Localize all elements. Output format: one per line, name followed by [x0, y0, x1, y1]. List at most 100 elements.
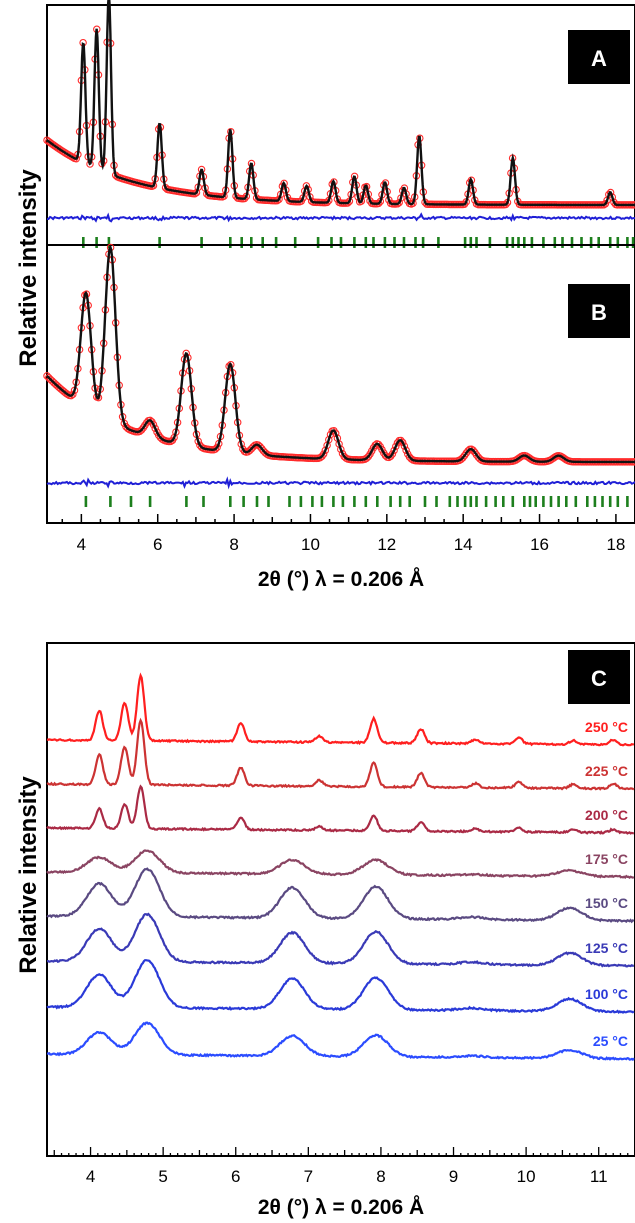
panel-b-reflection-tick: [557, 496, 560, 507]
panel-b-reflection-tick: [185, 496, 188, 507]
panel-b-reflection-tick: [389, 496, 392, 507]
panel-b-reflection-tick: [469, 496, 473, 507]
panel-b-reflection-tick: [463, 496, 467, 507]
panel-b-reflection-tick: [502, 496, 505, 507]
panel-b-reflection-tick: [528, 496, 532, 507]
panel-c-series-line: [46, 849, 635, 880]
panel-b-reflection-tick: [475, 496, 478, 507]
panel-b-reflection-tick: [255, 496, 259, 507]
panel-a-reflection-tick: [463, 237, 467, 248]
panel-b-tag-box: [568, 284, 630, 338]
panel-b-reflection-tick: [341, 496, 345, 507]
panel-c-x-tick-label: 11: [590, 1167, 608, 1186]
panel-a-reflection-tick: [589, 237, 593, 248]
panel-c-series-label: 250 °C: [585, 719, 628, 735]
panel-b: B: [43, 243, 635, 524]
panel-c-series-line: [46, 672, 635, 747]
panel-ab-x-tick-label: 8: [229, 535, 238, 554]
panel-ab-x-tick-label: 18: [606, 535, 625, 554]
panel-a-reflection-tick: [626, 237, 629, 248]
panel-a-reflection-tick: [330, 237, 333, 248]
panel-c-series-line: [47, 912, 634, 968]
panel-c: 250 °C 225 °C 200 °C 175 °C 150 °C 125 °C 100 …: [46, 642, 635, 1157]
panel-b-reflection-tick: [608, 496, 612, 507]
panel-b-reflection-tick: [267, 496, 270, 507]
panel-c-series-label: 200 °C: [585, 807, 628, 823]
panel-b-reflection-tick: [534, 496, 537, 507]
panel-c-x-tick-label: 5: [158, 1167, 167, 1186]
panel-c-series-label: 25 °C: [593, 1033, 628, 1049]
panel-b-reflection-tick: [311, 496, 314, 507]
panel-c-frame: [46, 642, 635, 1157]
panel-b-calculated-line: [46, 244, 635, 464]
panel-b-reflection-tick: [523, 496, 526, 507]
panel-a-reflection-tick: [421, 237, 425, 248]
panel-b-reflection-tick: [109, 496, 112, 507]
panel-b-reflection-tick: [435, 496, 438, 507]
panel-b-reflection-tick: [148, 496, 152, 507]
panel-c-series-label: 175 °C: [585, 851, 628, 867]
panel-a-reflection-tick: [523, 237, 526, 248]
panel-a-reflection-tick: [631, 237, 635, 248]
panel-c-x-tick-label: 6: [231, 1167, 240, 1186]
panel-a-reflection-tick: [597, 237, 600, 248]
panel-c-x-tick-label: 10: [517, 1167, 536, 1186]
panel-c-x-axis-label: 2θ (°) λ = 0.206 Å: [258, 1195, 424, 1219]
panel-b-reflection-tick: [376, 496, 379, 507]
panel-a-reflection-tick: [608, 237, 612, 248]
panel-c-x-axis: 4 5 6 7 8 9 10 11: [53, 1147, 635, 1186]
panel-a-reflection-tick: [580, 237, 583, 248]
panel-a-reflection-tick: [261, 237, 264, 248]
panel-b-reflection-tick: [288, 496, 291, 507]
panel-a-reflection-tick: [553, 237, 557, 248]
panel-b-reflection-tick: [229, 496, 232, 507]
panel-c-x-tick-label: 4: [86, 1167, 95, 1186]
panel-a-reflection-tick: [353, 237, 356, 248]
panel-b-plot: [43, 243, 635, 507]
panel-b-reflection-tick: [84, 496, 88, 507]
panel-c-series-line: [46, 784, 634, 835]
panel-a-frame: [46, 4, 635, 246]
panel-b-observed-point: [318, 452, 326, 461]
panel-a-reflection-tick: [200, 237, 203, 248]
panel-b-observed-point: [263, 450, 271, 458]
panel-a-reflection-tick: [95, 237, 98, 248]
panel-c-x-tick-label: 8: [376, 1167, 385, 1186]
panel-c-series-line: [46, 717, 635, 791]
panel-c-x-tick-label: 7: [304, 1167, 313, 1186]
panel-a-reflection-tick: [383, 237, 387, 248]
panel-b-reflection-tick: [542, 496, 545, 507]
panel-ab-y-axis-label: Relative intensity: [15, 169, 42, 367]
panel-c-temperature-labels: 250 °C 225 °C 200 °C 175 °C 150 °C 125 °C 100 …: [585, 719, 628, 1049]
panel-b-observed-point: [388, 450, 397, 458]
panel-a-reflection-tick: [158, 237, 161, 248]
panel-a-reflection-tick: [437, 237, 440, 248]
panel-a-reflection-tick: [517, 237, 520, 248]
panel-b-reflection-tick: [332, 496, 335, 507]
panel-b-reflection-tick: [408, 496, 411, 507]
panel-c-series-line: [46, 867, 635, 924]
panel-a-reflection-tick: [469, 237, 473, 248]
panel-b-tag: B: [591, 300, 607, 325]
panel-b-reflection-tick: [242, 496, 245, 507]
panel-b-observed-point: [149, 420, 158, 429]
panel-a-observed-series: [43, 25, 635, 209]
panel-c-series-label: 150 °C: [585, 895, 628, 911]
panel-b-reflection-ticks: [84, 496, 629, 507]
panel-b-observed-point: [182, 349, 190, 358]
panel-a-reflection-tick: [511, 237, 515, 248]
panel-a-reflection-tick: [488, 237, 492, 248]
panel-b-observed-point: [390, 446, 398, 455]
panel-c-tag-box: [568, 650, 630, 704]
panel-c-plot: [46, 672, 635, 1062]
panel-b-reflection-tick: [601, 496, 604, 507]
panel-a-reflection-tick: [393, 237, 396, 248]
panel-b-reflection-tick: [202, 496, 205, 507]
panel-a-reflection-tick: [107, 237, 111, 248]
panel-b-reflection-tick: [423, 496, 427, 507]
panel-ab-x-tick-label: 10: [301, 535, 320, 554]
panel-b-reflection-tick: [129, 496, 133, 507]
panel-c-series-line: [46, 959, 635, 1014]
panel-b-observed-point: [213, 443, 221, 452]
panel-b-observed-point: [402, 446, 410, 455]
